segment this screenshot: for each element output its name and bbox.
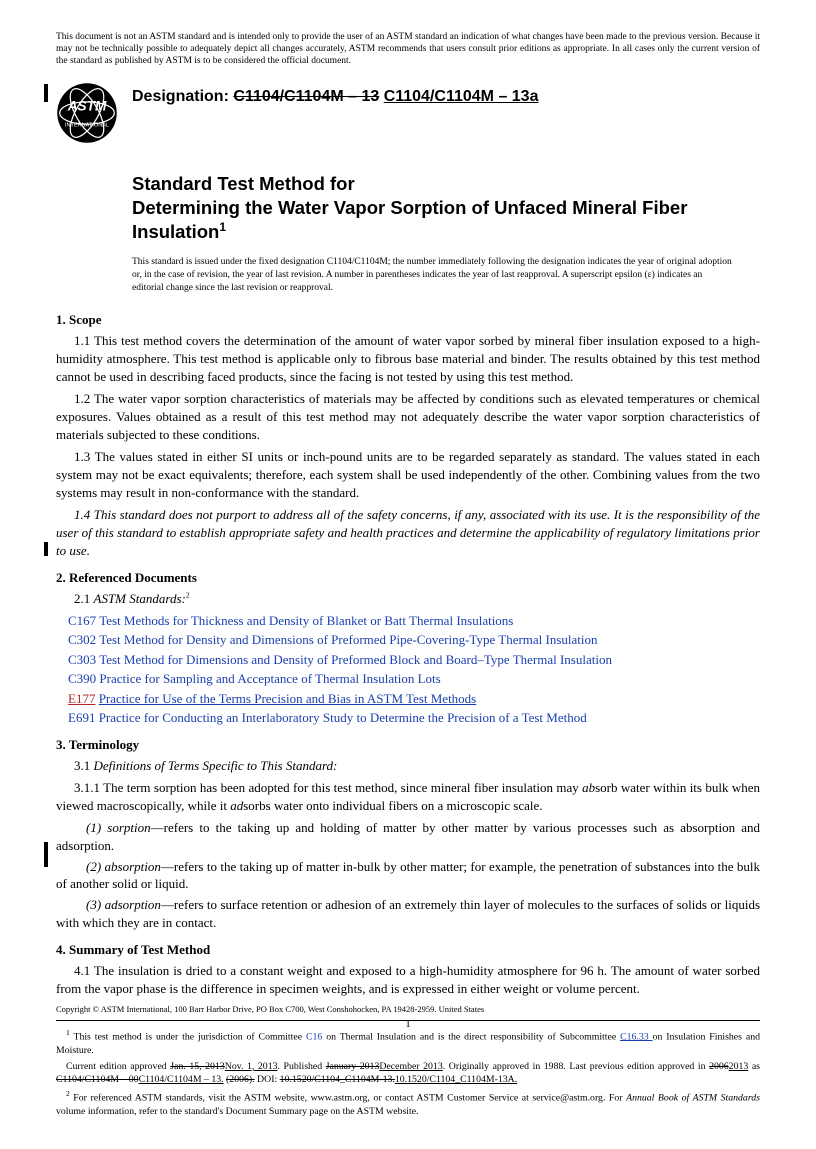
- sec3-heading: 3. Terminology: [56, 737, 760, 753]
- para-1-3: 1.3 The values stated in either SI units…: [56, 448, 760, 502]
- fn-new: December 2013: [379, 1061, 442, 1072]
- seg-ital: ab: [582, 780, 595, 795]
- svg-text:INTERNATIONAL: INTERNATIONAL: [65, 122, 109, 128]
- ref-code[interactable]: C302: [68, 632, 96, 647]
- para-4-1: 4.1 The insulation is dried to a constan…: [56, 962, 760, 998]
- footnote-1: 1 This test method is under the jurisdic…: [56, 1028, 760, 1057]
- fn-new: 2013: [729, 1061, 749, 1072]
- ref-e691: E691 Practice for Conducting an Interlab…: [68, 709, 760, 727]
- def-2: (2) absorption—refers to the taking up o…: [56, 858, 760, 894]
- para-2-1: 2.1 ASTM Standards:2: [74, 590, 760, 608]
- def-num: (1) sorption: [86, 820, 151, 835]
- title-block: Standard Test Method for Determining the…: [132, 172, 760, 244]
- sec4-heading: 4. Summary of Test Method: [56, 942, 760, 958]
- para-1-4: 1.4 This standard does not purport to ad…: [56, 506, 760, 560]
- fn-seg: DOI:: [255, 1074, 280, 1085]
- def-3: (3) adsorption—refers to surface retenti…: [56, 896, 760, 932]
- astm-logo: ASTM INTERNATIONAL: [56, 82, 118, 144]
- ref-c390: C390 Practice for Sampling and Acceptanc…: [68, 670, 760, 688]
- footnotes: 1 This test method is under the jurisdic…: [56, 1020, 760, 1118]
- fn-seg: This test method is under the jurisdicti…: [70, 1031, 306, 1042]
- designation-label: Designation:: [132, 88, 229, 105]
- p3-1-text: Definitions of Terms Specific to This St…: [94, 758, 338, 773]
- title-line1: Standard Test Method for: [132, 173, 355, 194]
- page-number: 1: [0, 1018, 816, 1030]
- fn-link[interactable]: C16.33: [620, 1031, 652, 1042]
- para-3-1-1: 3.1.1 The term sorption has been adopted…: [56, 779, 760, 815]
- sec2-heading: 2. Referenced Documents: [56, 570, 760, 586]
- def-text: —refers to the taking up and holding of …: [56, 820, 760, 853]
- p2-1-text: ASTM Standards:: [94, 591, 186, 606]
- designation-struck: C1104/C1104M – 13: [233, 88, 379, 105]
- fn-seg: . Published: [278, 1061, 326, 1072]
- para-3-1: 3.1 Definitions of Terms Specific to Thi…: [74, 757, 760, 775]
- seg: 3.1.1 The term sorption has been adopted…: [74, 780, 582, 795]
- ref-code[interactable]: C390: [68, 671, 96, 686]
- sec1-heading: 1. Scope: [56, 312, 760, 328]
- ref-code[interactable]: C303: [68, 652, 96, 667]
- def-text: —refers to surface retention or adhesion…: [56, 897, 760, 930]
- ref-code[interactable]: E177: [68, 691, 95, 706]
- fn-struck: January 2013: [326, 1061, 380, 1072]
- p3-1-label: 3.1: [74, 758, 90, 773]
- fn-seg: For referenced ASTM standards, visit the…: [70, 1093, 626, 1104]
- seg: sorbs water onto individual fibers on a …: [243, 798, 542, 813]
- change-bar: [44, 542, 48, 556]
- fn-seg: on Thermal Insulation and is the direct …: [322, 1031, 620, 1042]
- seg-ital: ad: [230, 798, 243, 813]
- title-line2: Determining the Water Vapor Sorption of …: [132, 197, 687, 242]
- change-bar: [44, 842, 48, 867]
- ref-title[interactable]: Practice for Use of the Terms Precision …: [99, 691, 477, 706]
- para-1-2: 1.2 The water vapor sorption characteris…: [56, 390, 760, 444]
- fn-new: Nov. 1, 2013: [225, 1061, 278, 1072]
- fn-struck: 2006: [709, 1061, 729, 1072]
- fn-seg: as: [748, 1061, 760, 1072]
- fn-seg: Current edition approved: [66, 1061, 170, 1072]
- fn-struck: 10.1520/C1104_C1104M-13.: [280, 1074, 395, 1085]
- ref-title[interactable]: Test Method for Density and Dimensions o…: [99, 632, 597, 647]
- ref-code[interactable]: E691: [68, 710, 95, 725]
- ref-title[interactable]: Test Method for Dimensions and Density o…: [99, 652, 612, 667]
- ref-c302: C302 Test Method for Density and Dimensi…: [68, 631, 760, 649]
- fn-seg: volume information, refer to the standar…: [56, 1106, 419, 1117]
- fn-link[interactable]: C16: [306, 1031, 322, 1042]
- header-row: ASTM INTERNATIONAL Designation: C1104/C1…: [56, 82, 760, 144]
- top-disclaimer: This document is not an ASTM standard an…: [56, 32, 760, 68]
- ref-c303: C303 Test Method for Dimensions and Dens…: [68, 651, 760, 669]
- footnote-2: 2 For referenced ASTM standards, visit t…: [56, 1089, 760, 1118]
- copyright-line: Copyright © ASTM International, 100 Barr…: [56, 1004, 484, 1014]
- para-1-1: 1.1 This test method covers the determin…: [56, 332, 760, 386]
- fn-struck: Jan. 15, 2013: [170, 1061, 224, 1072]
- ref-title[interactable]: Test Methods for Thickness and Density o…: [99, 613, 513, 628]
- fn-new: C1104/C1104M – 13.: [139, 1074, 224, 1085]
- svg-text:ASTM: ASTM: [67, 98, 107, 113]
- title-sup: 1: [219, 220, 226, 234]
- def-num: (2) absorption: [86, 859, 161, 874]
- change-bar: [44, 84, 48, 102]
- def-num: (3) adsorption: [86, 897, 161, 912]
- ref-code[interactable]: C167: [68, 613, 96, 628]
- fn-seg: . Originally approved in 1988. Last prev…: [443, 1061, 709, 1072]
- def-text: —refers to the taking up of matter in-bu…: [56, 859, 760, 892]
- fn-ital: Annual Book of ASTM Standards: [626, 1093, 760, 1104]
- def-1: (1) sorption—refers to the taking up and…: [56, 819, 760, 855]
- ref-title[interactable]: Practice for Conducting an Interlaborato…: [99, 710, 587, 725]
- designation-line: Designation: C1104/C1104M – 13 C1104/C11…: [132, 82, 538, 106]
- p2-1-sup: 2: [186, 590, 190, 599]
- ref-title[interactable]: Practice for Sampling and Acceptance of …: [99, 671, 440, 686]
- p2-1-label: 2.1: [74, 591, 90, 606]
- footnote-1b: Current edition approved Jan. 15, 2013No…: [56, 1060, 760, 1086]
- designation-current: C1104/C1104M – 13a: [384, 88, 539, 105]
- page-content: This document is not an ASTM standard an…: [0, 0, 816, 1149]
- ref-c167: C167 Test Methods for Thickness and Dens…: [68, 612, 760, 630]
- fn-new: 10.1520/C1104_C1104M-13A.: [395, 1074, 517, 1085]
- ref-e177-new: E177 Practice for Use of the Terms Preci…: [68, 690, 760, 708]
- fn-struck: C1104/C1104M – 00: [56, 1074, 139, 1085]
- fn-struck: (2006).: [226, 1074, 255, 1085]
- issuance-note: This standard is issued under the fixed …: [132, 256, 732, 294]
